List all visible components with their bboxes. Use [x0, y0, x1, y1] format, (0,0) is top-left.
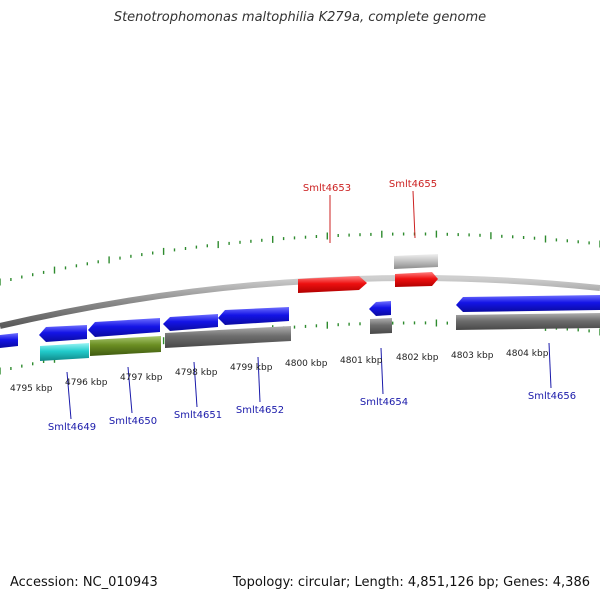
- leader-smlt4651: [193, 361, 198, 408]
- outer-tick-ring: [0, 230, 600, 286]
- leader-smlt4650: [127, 366, 133, 414]
- leader-smlt4655: [412, 190, 416, 239]
- accession-text: Accession: NC_010943: [10, 575, 158, 590]
- gene-smlt4654-feature[interactable]: [369, 301, 391, 316]
- kbp-label: 4796 kbp: [65, 378, 108, 388]
- kbp-label: 4795 kbp: [10, 384, 53, 394]
- gene-label-smlt4653[interactable]: Smlt4653: [303, 183, 351, 194]
- kbp-label: 4801 kbp: [340, 356, 383, 366]
- gene-label-smlt4651[interactable]: Smlt4651: [174, 410, 222, 421]
- feature-light-gray: [394, 254, 438, 269]
- genome-summary-text: Topology: circular; Length: 4,851,126 bp…: [232, 575, 590, 590]
- reverse-features: [0, 295, 600, 361]
- leader-smlt4654: [380, 347, 384, 395]
- gene-smlt4651-feature[interactable]: [163, 314, 218, 331]
- kbp-label: 4804 kbp: [506, 349, 549, 359]
- feature-gray-long: [165, 326, 291, 348]
- gene-smlt4653-feature[interactable]: [298, 276, 367, 293]
- feature-cyan: [40, 343, 89, 361]
- kbp-label: 4802 kbp: [396, 353, 439, 363]
- kbp-label: 4799 kbp: [230, 363, 273, 373]
- gene-labels: Smlt4653 Smlt4655 Smlt4649 Smlt4650 Smlt…: [48, 179, 576, 433]
- gene-smlt4656-feature[interactable]: [456, 295, 600, 312]
- gene-label-smlt4654[interactable]: Smlt4654: [360, 397, 408, 408]
- feature-gray-small: [370, 318, 392, 334]
- feature-olive: [90, 336, 161, 356]
- gene-label-smlt4649[interactable]: Smlt4649: [48, 422, 96, 433]
- leader-smlt4652: [257, 356, 261, 403]
- gene-label-smlt4655[interactable]: Smlt4655: [389, 179, 437, 190]
- label-leaders: [66, 190, 552, 420]
- genome-title: Stenotrophomonas maltophilia K279a, comp…: [113, 10, 487, 25]
- forward-features: [298, 254, 438, 293]
- gene-smlt4650-feature[interactable]: [88, 318, 160, 337]
- gene-label-smlt4656[interactable]: Smlt4656: [528, 391, 576, 402]
- gene-label-smlt4650[interactable]: Smlt4650: [109, 416, 157, 427]
- leader-smlt4656: [548, 342, 552, 389]
- kbp-label: 4803 kbp: [451, 351, 494, 361]
- kbp-scale-labels: 4795 kbp 4796 kbp 4797 kbp 4798 kbp 4799…: [10, 349, 549, 394]
- kbp-label: 4800 kbp: [285, 359, 328, 369]
- feature-blue-edge: [0, 333, 18, 348]
- kbp-label: 4798 kbp: [175, 368, 218, 378]
- feature-gray-right: [456, 313, 600, 330]
- gene-smlt4655-feature[interactable]: [395, 272, 438, 287]
- gene-smlt4652-feature[interactable]: [218, 307, 289, 325]
- kbp-label: 4797 kbp: [120, 373, 163, 383]
- gene-label-smlt4652[interactable]: Smlt4652: [236, 405, 284, 416]
- gene-smlt4649-feature[interactable]: [39, 325, 87, 342]
- leader-smlt4649: [66, 371, 72, 420]
